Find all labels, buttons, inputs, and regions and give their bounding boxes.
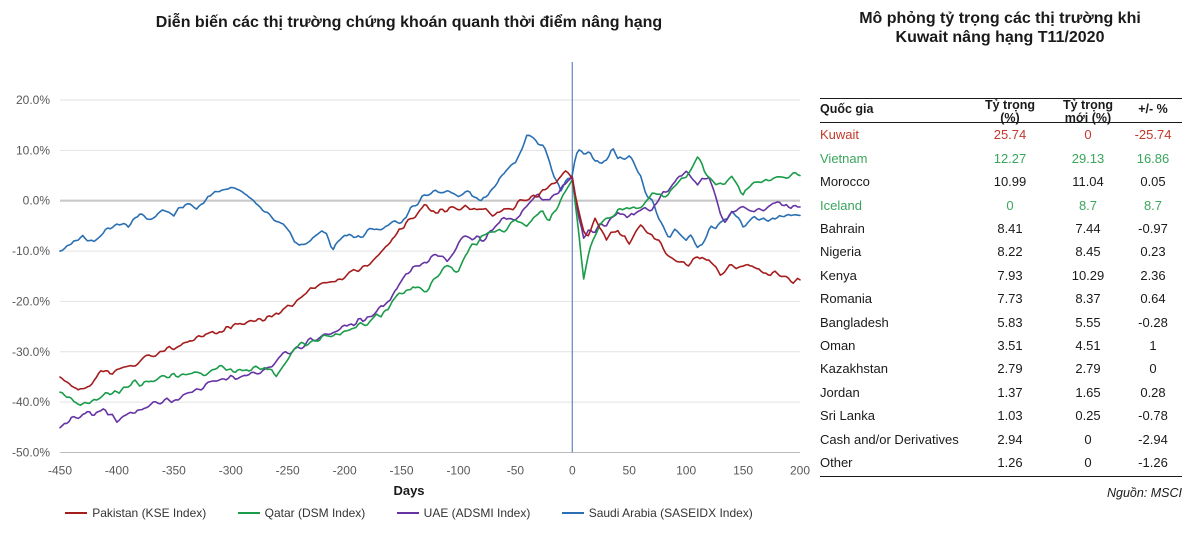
svg-text:-300: -300 [219,464,243,478]
svg-text:-20.0%: -20.0% [12,294,50,308]
svg-text:-200: -200 [333,464,357,478]
svg-text:-10.0%: -10.0% [12,244,50,258]
svg-text:-250: -250 [276,464,300,478]
svg-text:0.0%: 0.0% [23,194,51,208]
svg-text:50: 50 [623,464,637,478]
svg-text:20.0%: 20.0% [16,93,50,107]
svg-text:200: 200 [790,464,810,478]
svg-text:-100: -100 [446,464,470,478]
svg-text:-400: -400 [105,464,129,478]
svg-text:-350: -350 [162,464,186,478]
svg-text:-50: -50 [507,464,525,478]
svg-text:-30.0%: -30.0% [12,345,50,359]
svg-text:-450: -450 [48,464,72,478]
svg-text:-40.0%: -40.0% [12,395,50,409]
svg-text:150: 150 [733,464,753,478]
svg-text:0: 0 [569,464,576,478]
svg-text:-150: -150 [390,464,414,478]
svg-text:100: 100 [676,464,696,478]
svg-text:10.0%: 10.0% [16,143,50,157]
svg-text:-50.0%: -50.0% [12,446,50,460]
